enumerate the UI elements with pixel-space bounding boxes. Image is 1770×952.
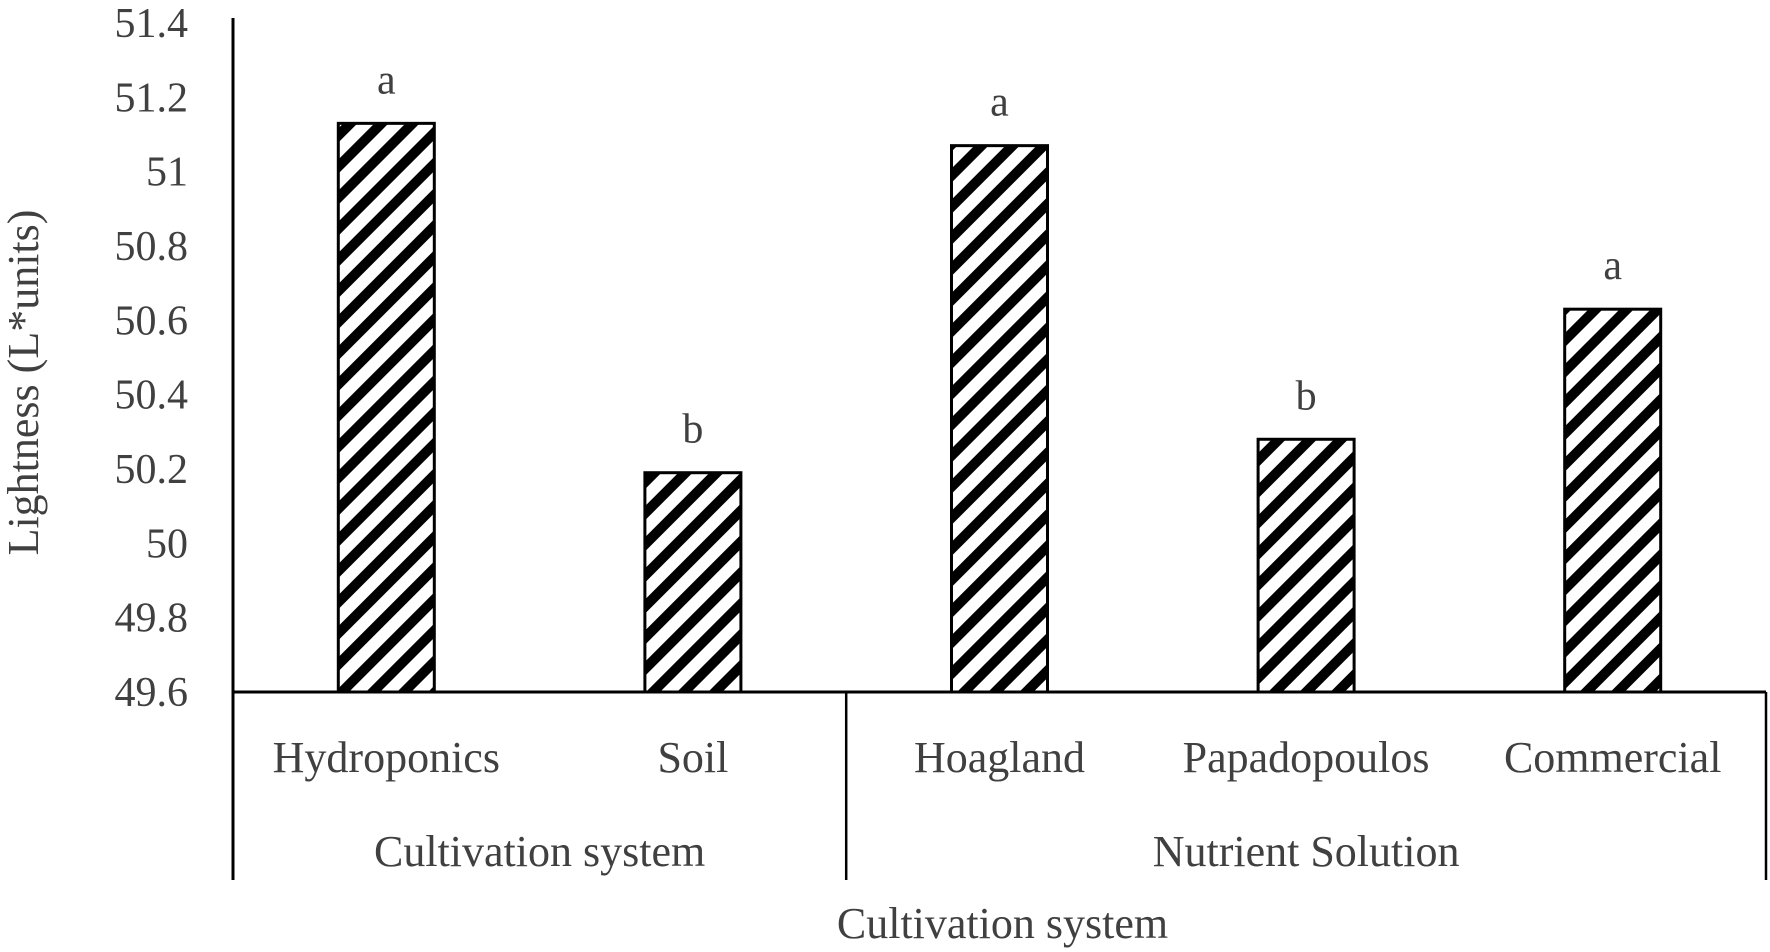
- bar-papadopoulos: [1256, 437, 1356, 694]
- category-label: Soil: [657, 733, 728, 782]
- y-tick-label: 49.8: [115, 596, 189, 642]
- y-tick-label: 51.4: [115, 1, 189, 47]
- y-tick-label: 50.8: [115, 224, 189, 270]
- y-tick-label: 50: [146, 521, 188, 567]
- x-axis-title: Cultivation system: [837, 899, 1168, 948]
- bar-hoagland: [950, 144, 1049, 694]
- y-tick-label: 50.2: [115, 447, 189, 493]
- category-label: Hydroponics: [273, 733, 500, 782]
- significance-letter: b: [682, 407, 703, 453]
- y-tick-label: 51: [146, 150, 188, 196]
- group-label: Nutrient Solution: [1153, 827, 1460, 876]
- y-tick-label: 50.6: [115, 298, 189, 344]
- significance-letter: a: [1603, 243, 1622, 289]
- y-tick-label: 50.4: [115, 373, 189, 419]
- y-axis-title: Lightness (L*units): [0, 210, 48, 556]
- group-label: Cultivation system: [374, 827, 705, 876]
- significance-letter: a: [990, 80, 1009, 126]
- y-tick-label: 49.6: [115, 670, 189, 716]
- category-label: Commercial: [1504, 733, 1722, 782]
- bars-layer: [336, 121, 1663, 694]
- bar-soil: [643, 471, 743, 694]
- bar-hydroponics: [336, 121, 436, 694]
- labels-layer: 49.6 49.8 50 50.2 50.4 50.6 50.8 51 51.2 51.4 a Hyd…: [0, 1, 1721, 948]
- y-tick-label: 51.2: [115, 75, 189, 121]
- category-label: Papadopoulos: [1183, 733, 1430, 782]
- bar-commercial: [1563, 307, 1663, 694]
- significance-letter: b: [1296, 373, 1317, 419]
- significance-letter: a: [377, 57, 396, 103]
- category-label: Hoagland: [914, 733, 1085, 782]
